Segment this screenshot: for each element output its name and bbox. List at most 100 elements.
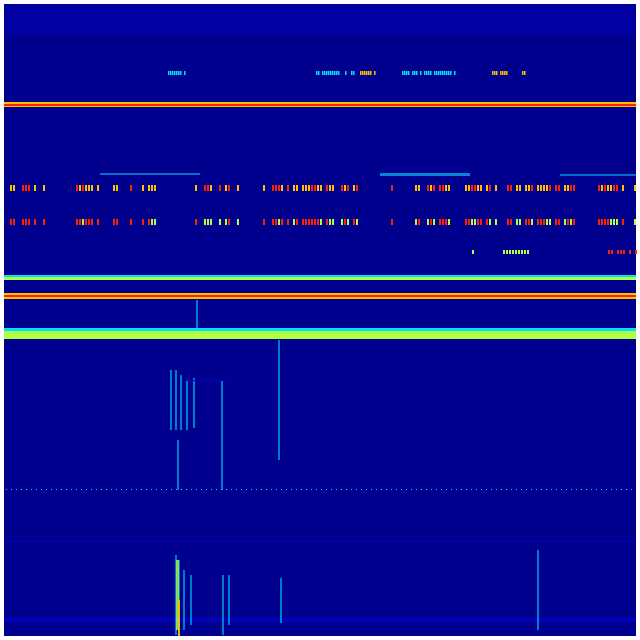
dotted-cell: [326, 489, 327, 490]
heatmap-cell: [281, 219, 283, 225]
heatmap-cell: [622, 185, 624, 191]
heatmap-cell: [607, 219, 609, 225]
dotted-cell: [321, 489, 322, 490]
heatmap-cell: [503, 250, 505, 254]
heatmap-cell: [317, 185, 319, 191]
heatmap-cell: [368, 71, 370, 75]
heatmap-cell: [296, 185, 298, 191]
dotted-cell: [631, 489, 632, 490]
heatmap-cell: [308, 185, 310, 191]
heatmap-cell: [142, 219, 144, 225]
heatmap-cell: [567, 219, 569, 225]
heatmap-cell: [601, 185, 603, 191]
heatmap-cell: [353, 71, 355, 75]
heatmap-cell: [176, 71, 178, 75]
dotted-cell: [621, 489, 622, 490]
heatmap-cell: [524, 71, 526, 75]
heatmap-cell: [34, 219, 36, 225]
heatmap-cell: [444, 71, 446, 75]
heatmap-cell: [91, 219, 93, 225]
heatmap-cell: [415, 185, 417, 191]
heatmap-cell: [442, 219, 444, 225]
dotted-cell: [456, 489, 457, 490]
dotted-cell: [411, 489, 412, 490]
heatmap-cell: [420, 71, 422, 75]
heatmap-cell: [472, 250, 474, 254]
band-line: [4, 297, 636, 299]
dotted-cell: [476, 489, 477, 490]
heatmap-cell: [364, 71, 366, 75]
dotted-cell: [16, 489, 17, 490]
heatmap-cell: [567, 185, 569, 191]
heatmap-cell: [22, 185, 24, 191]
heatmap-cell: [465, 219, 467, 225]
dotted-cell: [386, 489, 387, 490]
heatmap-cell: [142, 185, 144, 191]
dotted-cell: [61, 489, 62, 490]
heatmap-cell: [370, 71, 372, 75]
heatmap-cell: [195, 185, 197, 191]
heatmap-cell: [326, 219, 328, 225]
heatmap-cell: [311, 185, 313, 191]
heatmap-cell: [97, 185, 99, 191]
heatmap-cell: [28, 185, 30, 191]
heatmap-cell: [616, 185, 618, 191]
heatmap-cell: [424, 71, 426, 75]
heatmap-cell: [34, 185, 36, 191]
heatmap-cell: [275, 219, 277, 225]
heatmap-cell: [549, 185, 551, 191]
heatmap-cell: [345, 71, 347, 75]
heatmap-cell: [204, 219, 206, 225]
heatmap-cell: [13, 219, 15, 225]
heatmap-cell: [151, 185, 153, 191]
heatmap-cell: [445, 219, 447, 225]
heatmap-cell: [334, 71, 336, 75]
heatmap-cell: [439, 185, 441, 191]
heatmap-cell: [543, 185, 545, 191]
dotted-cell: [66, 489, 67, 490]
heatmap-cell: [448, 219, 450, 225]
dotted-cell: [591, 489, 592, 490]
heatmap-cell: [446, 71, 448, 75]
top-faint-band: [4, 4, 636, 34]
dotted-cell: [81, 489, 82, 490]
heatmap-cell: [324, 71, 326, 75]
heatmap-cell: [515, 250, 517, 254]
vertical-streak: [190, 575, 192, 625]
dotted-cell: [601, 489, 602, 490]
dotted-cell: [176, 489, 177, 490]
dotted-cell: [351, 489, 352, 490]
heatmap-cell: [305, 219, 307, 225]
heatmap-cell: [570, 185, 572, 191]
heatmap-cell: [474, 185, 476, 191]
dotted-cell: [51, 489, 52, 490]
heatmap-cell: [445, 185, 447, 191]
heatmap-cell: [322, 71, 324, 75]
heatmap-cell: [79, 185, 81, 191]
dotted-cell: [606, 489, 607, 490]
dotted-cell: [466, 489, 467, 490]
dotted-cell: [91, 489, 92, 490]
heatmap-cell: [344, 219, 346, 225]
heatmap-cell: [528, 219, 530, 225]
heatmap-cell: [412, 71, 414, 75]
band-line: [4, 293, 636, 295]
heatmap-cell: [332, 71, 334, 75]
heatmap-cell: [430, 71, 432, 75]
faint-line: [4, 541, 636, 542]
heatmap-cell: [604, 185, 606, 191]
dotted-cell: [526, 489, 527, 490]
dotted-cell: [561, 489, 562, 490]
heatmap-cell: [391, 219, 393, 225]
heatmap-cell: [97, 219, 99, 225]
heatmap-cell: [416, 71, 418, 75]
heatmap-cell: [151, 219, 153, 225]
heatmap-cell: [613, 219, 615, 225]
heatmap-background: [4, 4, 636, 636]
heatmap-cell: [598, 219, 600, 225]
heatmap-cell: [338, 71, 340, 75]
heatmap-cell: [450, 71, 452, 75]
vertical-streak: [183, 570, 185, 630]
heatmap-cell: [13, 185, 15, 191]
